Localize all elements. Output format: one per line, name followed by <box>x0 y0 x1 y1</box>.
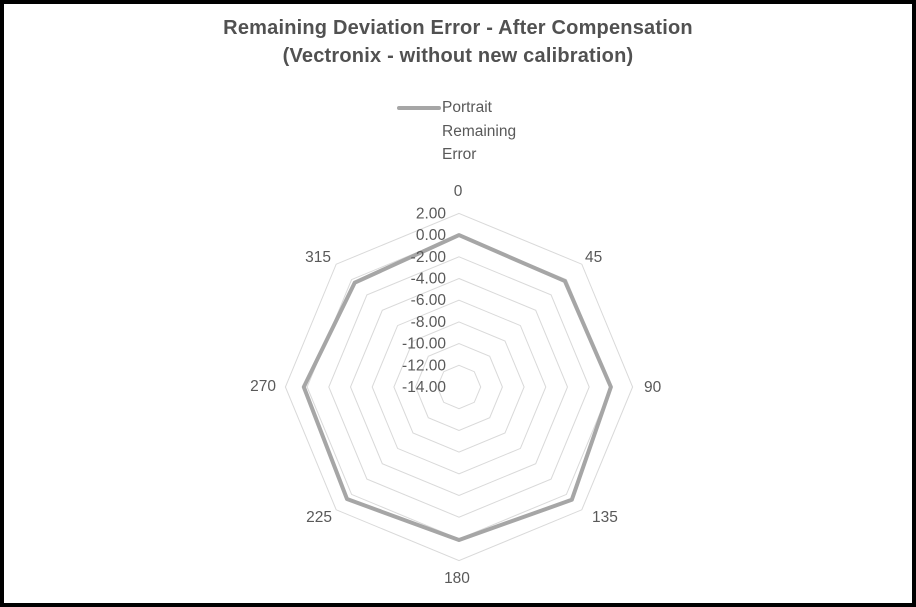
legend-series-label: Portrait Remaining Error <box>442 99 517 163</box>
category-label-180: 180 <box>444 570 470 587</box>
grid-ring <box>349 277 569 497</box>
grid-ring <box>415 343 503 431</box>
series-polygon-portrait-remaining-error <box>301 233 613 542</box>
category-label-0: 0 <box>454 183 463 200</box>
radial-tick-label: 2.00 <box>416 205 447 222</box>
category-label-135: 135 <box>592 509 618 526</box>
radial-tick-label: 0.00 <box>416 227 447 244</box>
legend: Portrait Remaining Error <box>397 96 542 167</box>
radial-tick-label: -6.00 <box>411 292 447 309</box>
radial-tick-label: -14.00 <box>402 379 446 396</box>
category-label-45: 45 <box>585 249 602 266</box>
legend-series-line-swatch <box>397 106 441 110</box>
category-label-270: 270 <box>250 378 276 395</box>
category-label-225: 225 <box>306 509 332 526</box>
category-label-90: 90 <box>644 379 662 396</box>
grid-ring <box>371 299 547 475</box>
grid-ring <box>328 256 590 518</box>
radial-tick-label: -4.00 <box>411 271 447 288</box>
radial-tick-label: -2.00 <box>411 249 447 266</box>
radial-tick-label: -12.00 <box>402 357 446 374</box>
grid-ring <box>393 321 525 453</box>
chart-title-line1: Remaining Deviation Error - After Compen… <box>223 17 693 39</box>
grid-ring <box>284 212 634 562</box>
category-label-315: 315 <box>305 249 331 266</box>
grid-ring <box>436 364 482 410</box>
chart-title: Remaining Deviation Error - After Compen… <box>0 14 916 70</box>
radial-tick-label: -10.00 <box>402 336 446 353</box>
chart-title-line2: (Vectronix - without new calibration) <box>282 45 634 67</box>
radial-tick-label: -8.00 <box>411 314 447 331</box>
